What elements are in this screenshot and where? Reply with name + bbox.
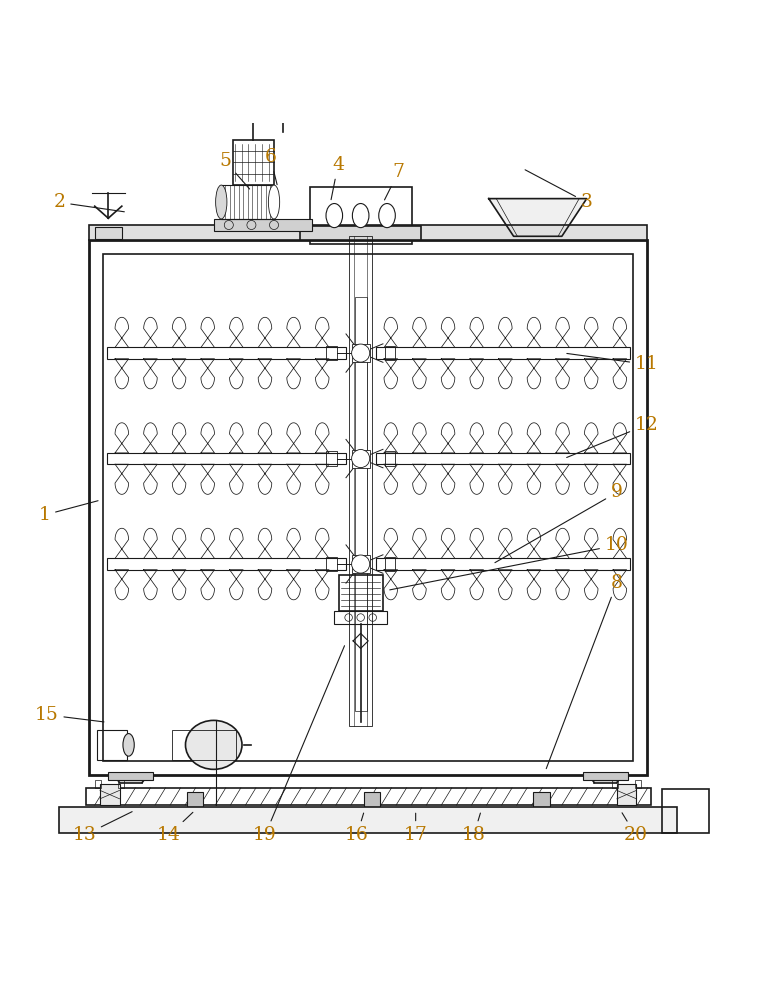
Bar — [187, 792, 203, 807]
Bar — [100, 784, 120, 805]
Bar — [351, 450, 370, 468]
Text: 17: 17 — [404, 813, 427, 844]
Circle shape — [351, 450, 370, 468]
Bar — [326, 346, 336, 360]
Text: 1: 1 — [38, 501, 98, 524]
Bar — [613, 780, 619, 788]
Bar — [232, 140, 274, 185]
Text: 16: 16 — [345, 813, 369, 844]
Bar — [534, 792, 550, 807]
Bar — [86, 788, 650, 805]
Text: 9: 9 — [495, 483, 623, 563]
Text: 6: 6 — [264, 148, 277, 185]
Text: 3: 3 — [525, 170, 593, 211]
Text: 14: 14 — [156, 812, 193, 844]
Bar — [662, 789, 709, 833]
Bar — [90, 225, 647, 240]
Text: 5: 5 — [219, 152, 250, 189]
Bar — [385, 557, 395, 571]
Text: 8: 8 — [546, 574, 623, 769]
Text: 4: 4 — [331, 156, 344, 200]
Bar — [635, 780, 641, 788]
Text: 19: 19 — [253, 646, 345, 844]
Bar — [354, 297, 367, 711]
Bar — [334, 611, 387, 624]
Ellipse shape — [269, 185, 279, 219]
Text: 13: 13 — [72, 812, 132, 844]
Bar — [583, 772, 628, 780]
Bar — [214, 219, 312, 231]
Circle shape — [351, 344, 370, 362]
Bar — [97, 730, 127, 760]
Bar — [95, 227, 122, 239]
Bar — [326, 451, 336, 466]
Bar — [107, 453, 345, 464]
Bar — [118, 780, 124, 788]
Polygon shape — [588, 775, 622, 783]
Bar — [59, 807, 677, 833]
Text: 15: 15 — [35, 706, 104, 724]
Bar — [385, 451, 395, 466]
Bar — [364, 792, 380, 807]
Text: 11: 11 — [567, 353, 659, 373]
Text: 2: 2 — [53, 193, 124, 212]
Bar — [385, 346, 395, 360]
Bar — [172, 730, 236, 760]
Bar — [109, 772, 153, 780]
Circle shape — [351, 555, 370, 573]
Bar — [301, 226, 421, 240]
Ellipse shape — [185, 720, 242, 769]
Bar — [90, 240, 647, 775]
Bar — [107, 347, 345, 359]
Bar — [339, 575, 383, 611]
Bar — [96, 780, 102, 788]
Bar — [376, 347, 630, 359]
Bar — [103, 254, 634, 761]
Text: 7: 7 — [385, 163, 405, 200]
Bar — [376, 453, 630, 464]
Ellipse shape — [352, 204, 369, 228]
Bar — [617, 784, 637, 805]
Text: 10: 10 — [390, 536, 628, 590]
Ellipse shape — [216, 185, 227, 219]
Bar — [326, 557, 336, 571]
Text: 18: 18 — [461, 813, 486, 844]
Ellipse shape — [326, 204, 342, 228]
Bar — [351, 555, 370, 573]
Bar — [349, 236, 372, 726]
Bar — [351, 344, 370, 362]
Ellipse shape — [123, 734, 134, 756]
Ellipse shape — [379, 204, 395, 228]
Polygon shape — [489, 199, 587, 236]
Bar — [310, 187, 411, 244]
Bar — [107, 558, 345, 570]
Bar — [222, 185, 274, 219]
Polygon shape — [114, 775, 148, 783]
Text: 20: 20 — [622, 813, 647, 844]
Bar — [376, 558, 630, 570]
Text: 12: 12 — [567, 416, 659, 458]
